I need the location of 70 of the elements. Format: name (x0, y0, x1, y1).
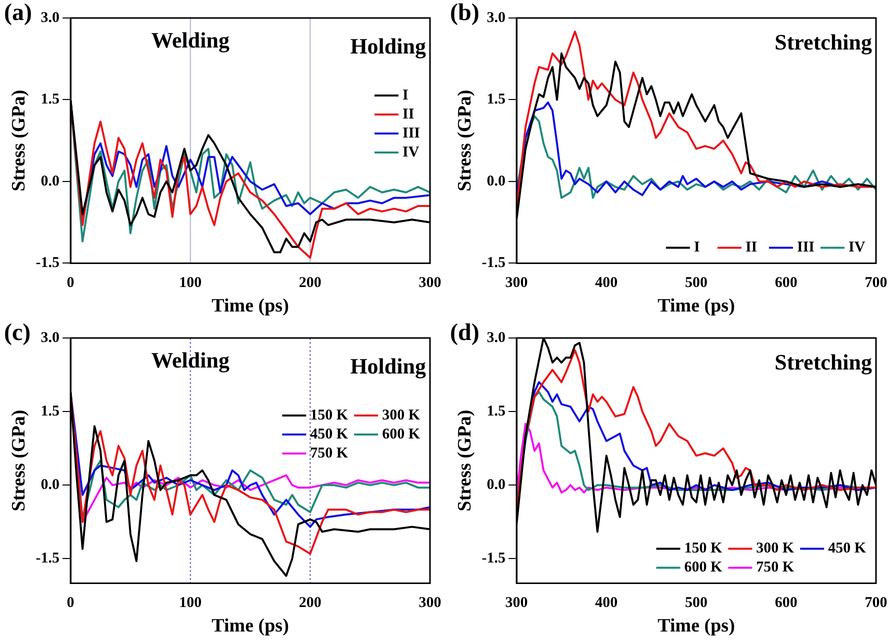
x-tick-label: 100 (179, 595, 202, 612)
chart-title: (a) (4, 0, 32, 26)
annotation: Stretching (774, 30, 872, 55)
legend-label: IV (848, 240, 866, 256)
y-axis-title: Stress (GPa) (454, 410, 476, 512)
y-tick-label: 0.0 (486, 476, 506, 493)
legend-label: I (402, 87, 408, 104)
x-axis-title: Time (ps) (212, 616, 289, 637)
y-tick-label: 0.0 (40, 476, 60, 493)
legend-label: III (796, 240, 815, 256)
legend-label: IV (402, 144, 420, 160)
y-tick-label: 1.5 (40, 403, 60, 420)
chart-title: (b) (450, 0, 480, 26)
y-tick-label: 0.0 (486, 173, 506, 190)
x-tick-label: 200 (298, 595, 322, 612)
x-tick-label: 300 (418, 595, 442, 612)
y-tick-label: 3.0 (40, 330, 60, 346)
legend-label: 750 K (756, 560, 794, 576)
y-tick-label: 1.5 (486, 92, 506, 108)
x-tick-label: 500 (685, 595, 708, 612)
y-axis-title: Stress (GPa) (454, 90, 476, 192)
x-tick-label: 0 (66, 595, 74, 612)
y-axis-title: Stress (GPa) (8, 90, 30, 192)
legend-label: 150 K (310, 407, 348, 424)
y-tick-label: 3.0 (40, 10, 60, 26)
annotation: Holding (350, 34, 426, 59)
y-tick-label: 3.0 (486, 330, 506, 346)
x-tick-label: 600 (774, 275, 798, 292)
x-axis-title: Time (ps) (658, 296, 735, 317)
annotation: Welding (151, 348, 230, 373)
legend-label: 450 K (310, 426, 348, 442)
legend-label: II (745, 240, 758, 256)
legend-label: 450 K (828, 540, 866, 557)
legend-label: 750 K (310, 445, 348, 462)
x-tick-label: 300 (418, 275, 442, 292)
x-tick-label: 400 (595, 595, 618, 612)
x-tick-label: 300 (505, 275, 528, 292)
chart-title: (c) (4, 320, 31, 346)
annotation: Stretching (774, 350, 872, 375)
chart-title: (d) (450, 320, 480, 346)
x-tick-label: 700 (864, 275, 888, 292)
annotation: Welding (151, 28, 230, 53)
y-axis-title: Stress (GPa) (8, 410, 30, 512)
y-tick-label: 1.5 (486, 403, 506, 420)
x-tick-label: 200 (298, 275, 322, 292)
y-tick-label: 0.0 (40, 173, 60, 190)
x-tick-label: 100 (179, 275, 202, 292)
legend-label: 300 K (756, 540, 794, 557)
legend-label: 300 K (382, 407, 420, 424)
y-tick-label: 1.5 (40, 92, 60, 108)
y-tick-label: -1.5 (482, 550, 506, 567)
x-tick-label: 400 (595, 275, 618, 292)
x-tick-label: 700 (864, 595, 888, 612)
y-tick-label: -1.5 (36, 550, 60, 567)
y-tick-label: -1.5 (36, 255, 60, 272)
x-tick-label: 0 (66, 275, 74, 292)
y-tick-label: 3.0 (486, 10, 506, 26)
annotation: Holding (350, 354, 426, 379)
legend-label: 600 K (382, 426, 420, 442)
y-tick-label: -1.5 (482, 255, 506, 272)
legend-label: III (402, 125, 420, 142)
x-axis-title: Time (ps) (658, 616, 735, 637)
x-tick-label: 300 (505, 595, 528, 612)
legend-label: 600 K (684, 560, 722, 576)
legend-label: I (694, 240, 700, 256)
x-axis-title: Time (ps) (212, 296, 289, 317)
x-tick-label: 600 (774, 595, 798, 612)
x-tick-label: 500 (685, 275, 708, 292)
legend-label: II (402, 106, 414, 122)
legend-label: 150 K (684, 540, 722, 557)
